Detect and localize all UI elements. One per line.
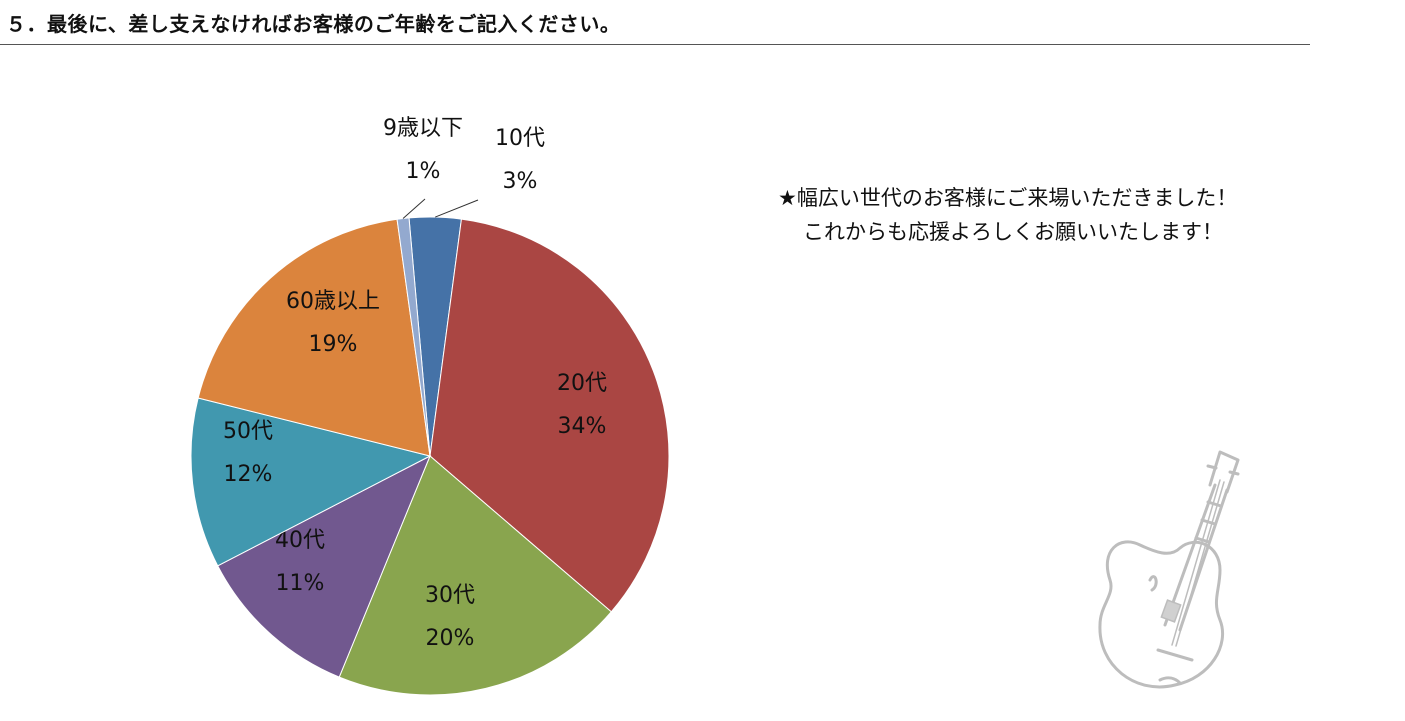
pie-slice-40s [217,454,431,678]
slice-value-30s: 20% [426,626,475,651]
slice-value-10s: 3% [503,169,538,194]
pie-slice-30s [338,455,612,696]
pie-slice-60-plus [197,218,431,457]
header: ５．最後に、差し支えなければお客様のご年齢をご記入ください。 [0,0,1310,45]
slice-label-60-plus: 60歳以上 [286,289,380,314]
slice-label-50s: 50代 [223,419,273,444]
slice-value-60-plus: 19% [309,332,358,357]
slice-value-20s: 34% [558,414,607,439]
slice-value-40s: 11% [276,571,325,596]
slice-label-20s: 20代 [557,371,607,396]
slice-value-50s: 12% [224,462,273,487]
note-line-2: これからも応援よろしくお願いいたします！ [803,220,1223,244]
pie-slice-50s [190,397,432,567]
slice-value-under-9: 1% [406,159,441,184]
leader-line-10s [435,199,479,218]
slice-label-30s: 30代 [425,583,475,608]
thank-you-note: ★幅広い世代のお客様にご来場いただきました！ これからも応援よろしくお願いいたし… [778,181,1237,249]
note-line-1: ★幅広い世代のお客様にご来場いただきました！ [778,186,1238,210]
guitar-icon [1098,450,1240,689]
slice-label-under-9: 9歳以下 [383,116,463,141]
pie-slice-20s [429,218,670,613]
slice-label-10s: 10代 [495,126,545,151]
leader-line-under-9 [402,198,426,219]
page-title: ５．最後に、差し支えなければお客様のご年齢をご記入ください。 [6,12,621,36]
